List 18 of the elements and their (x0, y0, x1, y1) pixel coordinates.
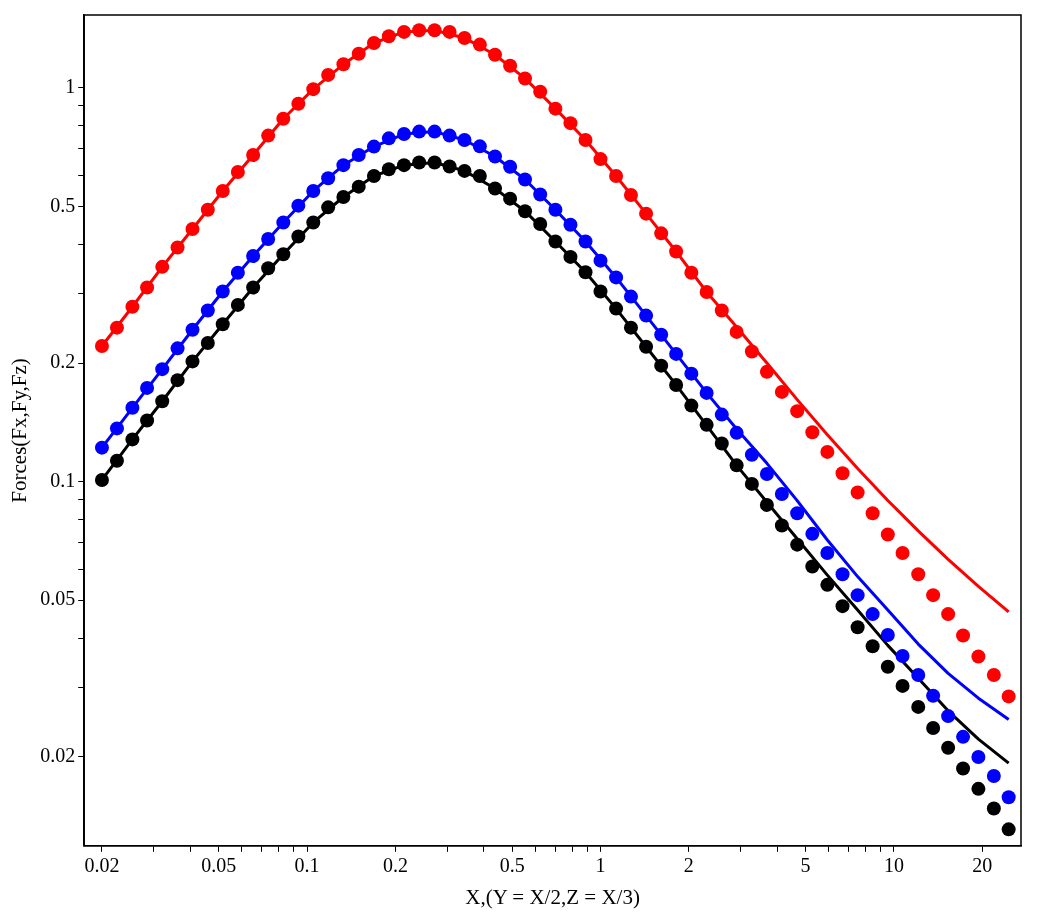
y-tick-label: 0.05 (40, 587, 76, 610)
x-tick-label: 0.1 (294, 854, 320, 877)
y-tick-label: 1 (65, 75, 76, 97)
y-tick-label: 0.5 (50, 193, 76, 216)
x-axis-title: X,(Y = X/2,Z = X/3) (465, 884, 640, 909)
x-tick-label: 0.2 (382, 854, 408, 877)
x-tick-label: 20 (972, 854, 993, 877)
y-tick-label: 0.02 (40, 744, 76, 767)
x-tick-label: 2 (683, 854, 694, 877)
y-tick-label: 0.1 (50, 468, 76, 491)
x-tick-label: 0.5 (499, 854, 525, 877)
x-tick-label: 5 (800, 854, 811, 877)
y-tick-label: 0.2 (50, 350, 76, 373)
x-tick-label: 1 (595, 854, 606, 877)
y-axis-title: Forces(Fx,Fy,Fz) (7, 358, 32, 503)
x-tick-label: 0.05 (201, 854, 237, 877)
x-tick-label: 10 (883, 854, 904, 877)
x-tick-label: 0.02 (84, 854, 120, 877)
